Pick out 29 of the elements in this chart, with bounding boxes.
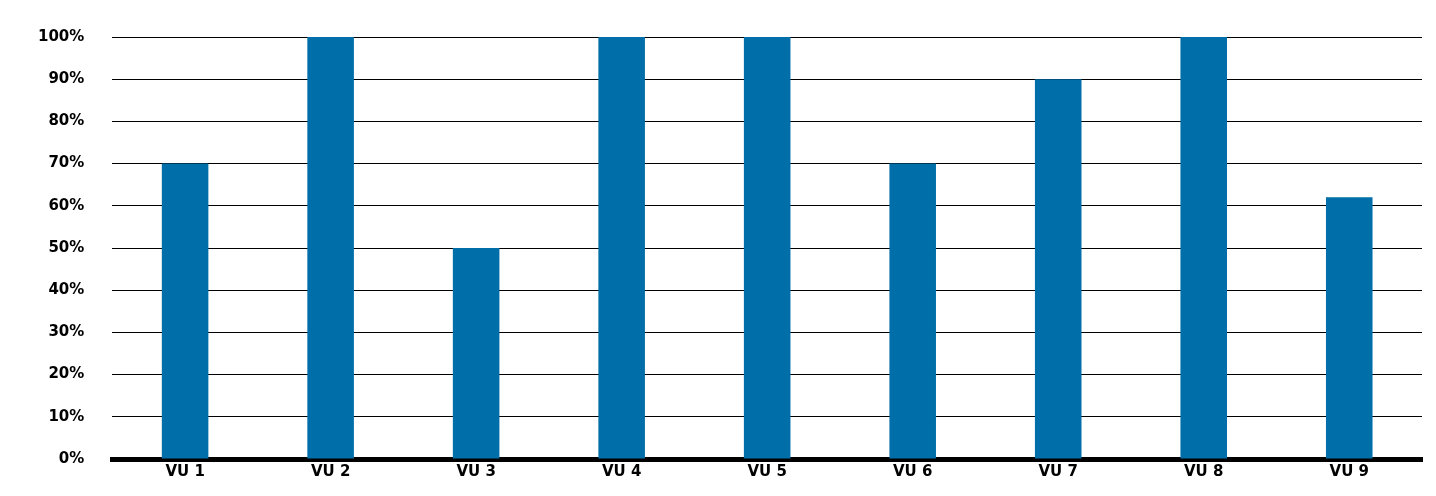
x-tick-label: VU 8 xyxy=(1184,461,1224,480)
bar xyxy=(452,248,500,459)
x-tick-label: VU 6 xyxy=(892,461,933,480)
x-tick-label: VU 5 xyxy=(747,461,787,480)
y-tick-label: 60% xyxy=(48,195,85,214)
x-tick-label: VU 1 xyxy=(165,461,205,480)
bar xyxy=(1180,37,1228,459)
bar xyxy=(161,163,209,459)
y-tick-label: 90% xyxy=(48,69,85,88)
x-tick-label: VU 7 xyxy=(1038,461,1078,480)
y-tick-label: 30% xyxy=(48,322,85,341)
bar xyxy=(1325,197,1373,459)
bar xyxy=(1034,79,1082,459)
y-tick-label: 0% xyxy=(58,448,85,467)
bar xyxy=(307,37,354,459)
bar xyxy=(889,163,936,459)
x-tick-label: VU 4 xyxy=(601,461,642,480)
y-tick-label: 80% xyxy=(48,111,85,130)
y-tick-label: 20% xyxy=(48,364,85,383)
x-tick-label: VU 3 xyxy=(456,461,496,480)
x-tick-label: VU 9 xyxy=(1329,461,1369,480)
bar xyxy=(598,37,645,459)
bar xyxy=(743,37,791,459)
y-tick-label: 70% xyxy=(48,153,85,172)
y-tick-label: 10% xyxy=(48,406,85,425)
y-tick-label: 100% xyxy=(38,26,85,45)
y-tick-label: 50% xyxy=(48,237,85,256)
y-tick-label: 40% xyxy=(48,280,85,299)
x-tick-label: VU 2 xyxy=(310,461,351,480)
